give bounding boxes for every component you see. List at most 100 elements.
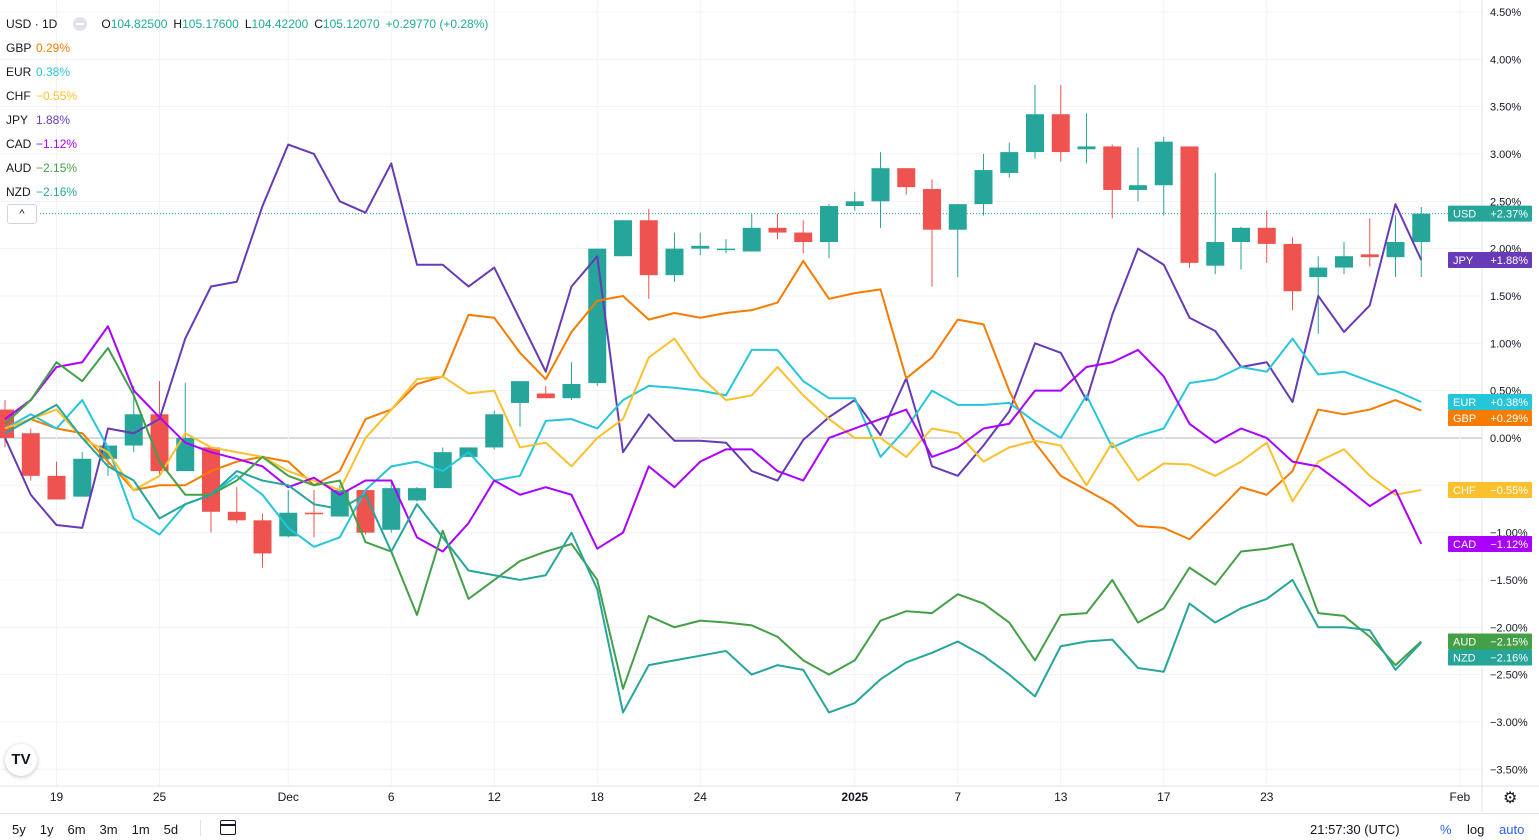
time-axis-label: 25 bbox=[153, 790, 167, 804]
candle-body bbox=[176, 437, 195, 472]
price-axis-label: −3.50% bbox=[1490, 764, 1528, 776]
compare-value: −0.55% bbox=[36, 89, 78, 103]
hide-legend-icon[interactable] bbox=[73, 17, 88, 31]
collapse-legend-button[interactable]: ^ bbox=[7, 204, 37, 224]
compare-row-aud[interactable]: AUD −2.15% bbox=[6, 156, 488, 180]
candle bbox=[614, 220, 632, 257]
candle bbox=[511, 381, 529, 427]
utc-clock[interactable]: 21:57:30 (UTC) bbox=[1310, 822, 1400, 837]
compare-value: −1.12% bbox=[36, 137, 78, 151]
price-label-value: +0.38% bbox=[1490, 397, 1528, 409]
candle bbox=[1026, 84, 1044, 159]
price-label-value: −0.55% bbox=[1490, 485, 1528, 497]
price-label-name: JPY bbox=[1453, 255, 1474, 267]
price-label-value: −1.12% bbox=[1490, 539, 1528, 551]
candle-body bbox=[820, 206, 838, 243]
candle bbox=[253, 513, 272, 568]
candle bbox=[1232, 226, 1250, 270]
time-axis-label: 19 bbox=[50, 790, 64, 804]
range-6m-button[interactable]: 6m bbox=[67, 822, 86, 837]
candle-body bbox=[588, 248, 607, 384]
candle-body bbox=[1232, 227, 1250, 243]
candle bbox=[665, 232, 684, 282]
candle bbox=[974, 153, 993, 216]
candle-body bbox=[1026, 114, 1044, 153]
compare-value: −2.16% bbox=[36, 185, 78, 199]
compare-row-nzd[interactable]: NZD −2.16% bbox=[6, 180, 488, 204]
percent-scale-toggle[interactable]: % bbox=[1440, 822, 1452, 837]
candle-body bbox=[330, 490, 349, 517]
price-label-bg bbox=[1448, 205, 1532, 222]
range-5y-button[interactable]: 5y bbox=[12, 822, 26, 837]
compare-row-chf[interactable]: CHF −0.55% bbox=[6, 84, 488, 108]
candle bbox=[923, 179, 941, 287]
range-1m-button[interactable]: 1m bbox=[131, 822, 150, 837]
compare-value: 1.88% bbox=[36, 113, 71, 127]
time-axis-label: 2025 bbox=[841, 790, 868, 804]
candle-body bbox=[562, 384, 581, 399]
range-1y-button[interactable]: 1y bbox=[39, 822, 54, 837]
candle-body bbox=[536, 393, 555, 399]
compare-value: 0.38% bbox=[36, 65, 71, 79]
settings-gear-icon[interactable]: ⚙ bbox=[1503, 790, 1518, 807]
ohlc-change: +0.29770 (+0.28%) bbox=[385, 17, 489, 31]
range-3m-button[interactable]: 3m bbox=[99, 822, 118, 837]
time-axis-label: 18 bbox=[591, 790, 605, 804]
main-symbol-row: USD · 1D O104.82500 H105.17600 L104.4220… bbox=[6, 12, 488, 36]
price-label-bg bbox=[1448, 482, 1532, 499]
candle-body bbox=[1206, 242, 1225, 266]
candle bbox=[21, 428, 40, 481]
price-chart[interactable]: 4.50%4.00%3.50%3.00%2.50%2.00%1.50%1.00%… bbox=[0, 0, 1539, 812]
candle-body bbox=[974, 170, 993, 205]
bottom-toolbar: 5y 1y 6m 3m 1m 5d 21:57:30 (UTC) % log a… bbox=[0, 813, 1539, 840]
candle bbox=[1180, 146, 1199, 268]
price-axis-label: −1.50% bbox=[1490, 575, 1528, 587]
candle bbox=[73, 452, 92, 497]
candle-body bbox=[485, 414, 504, 448]
candle-body bbox=[150, 414, 169, 472]
time-axis-label: 17 bbox=[1157, 790, 1171, 804]
candle-body bbox=[1257, 227, 1276, 244]
chart-legend: USD · 1D O104.82500 H105.17600 L104.4220… bbox=[6, 12, 488, 204]
candle-body bbox=[124, 414, 143, 446]
time-axis-label: 23 bbox=[1260, 790, 1274, 804]
time-axis-label: 24 bbox=[694, 790, 708, 804]
price-label-name: CHF bbox=[1453, 485, 1476, 497]
candle bbox=[562, 362, 581, 401]
time-axis-label: Dec bbox=[278, 790, 299, 804]
price-axis-label: −2.50% bbox=[1490, 670, 1528, 682]
calendar-icon[interactable] bbox=[220, 820, 236, 835]
symbol-name[interactable]: USD · 1D bbox=[6, 17, 58, 31]
range-5d-button[interactable]: 5d bbox=[163, 822, 179, 837]
series-line-jpy bbox=[4, 143, 1423, 529]
series-line-cad bbox=[4, 325, 1423, 553]
compare-row-cad[interactable]: CAD −1.12% bbox=[6, 132, 488, 156]
price-label-value: +0.29% bbox=[1490, 413, 1528, 425]
candle-body bbox=[356, 490, 375, 533]
candle-body bbox=[511, 381, 529, 403]
candle-body bbox=[665, 248, 684, 276]
compare-row-eur[interactable]: EUR 0.38% bbox=[6, 60, 488, 84]
log-scale-toggle[interactable]: log bbox=[1467, 822, 1485, 837]
price-label-bg bbox=[1448, 535, 1532, 552]
candle bbox=[588, 248, 607, 386]
price-label-value: +2.37% bbox=[1490, 209, 1528, 221]
candle-body bbox=[73, 458, 92, 497]
candle bbox=[227, 487, 246, 524]
compare-row-gbp[interactable]: GBP 0.29% bbox=[6, 36, 488, 60]
candle-body bbox=[614, 220, 632, 257]
time-axis-label: 13 bbox=[1054, 790, 1068, 804]
price-axis-label: 4.50% bbox=[1490, 7, 1521, 19]
price-label-name: CAD bbox=[1453, 539, 1476, 551]
series-line-nzd bbox=[4, 403, 1422, 714]
price-label-name: GBP bbox=[1453, 413, 1476, 425]
price-label-bg bbox=[1448, 409, 1532, 426]
tradingview-logo[interactable]: TV bbox=[5, 744, 37, 776]
price-label-bg bbox=[1448, 633, 1532, 650]
auto-scale-toggle[interactable]: auto bbox=[1499, 822, 1525, 837]
range-selector: 5y 1y 6m 3m 1m 5d bbox=[12, 822, 178, 837]
candle bbox=[485, 410, 504, 450]
compare-row-jpy[interactable]: JPY 1.88% bbox=[6, 108, 488, 132]
candle bbox=[1206, 172, 1225, 275]
price-label-cad: CAD −1.12% bbox=[1448, 535, 1532, 552]
